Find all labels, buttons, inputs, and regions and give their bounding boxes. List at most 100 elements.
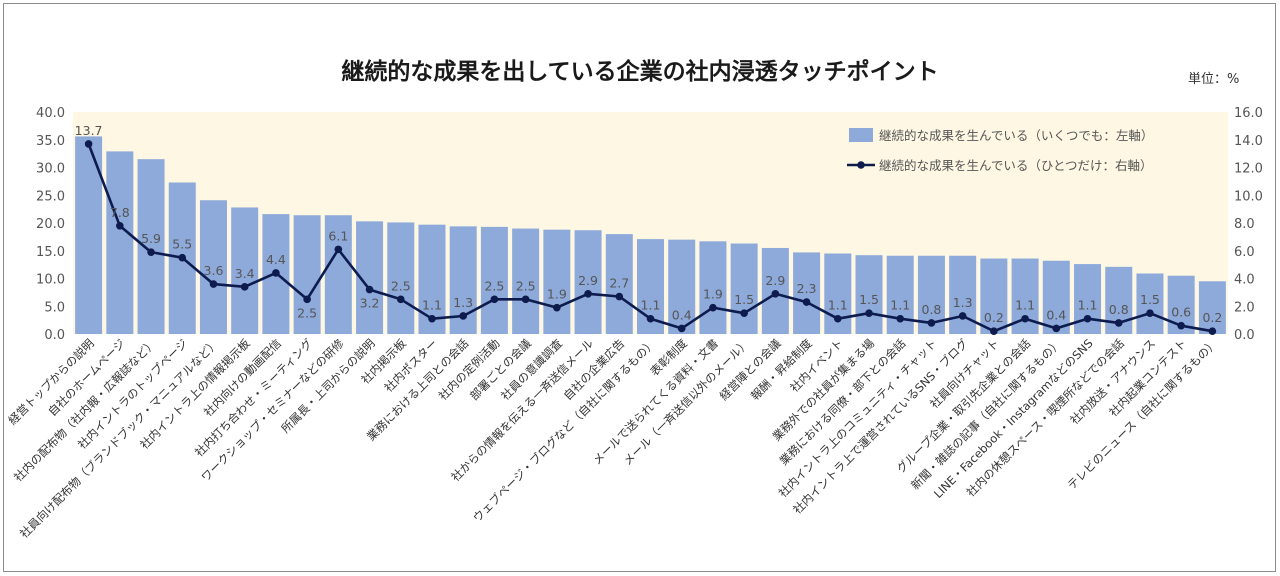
line-data-label: 2.5 [391, 278, 411, 293]
line-data-label: 1.5 [859, 292, 879, 307]
y-axis-right: 0.0 2.0 4.0 6.0 8.0 10.0 12.0 14.0 16.0 [1234, 106, 1263, 343]
line-point [84, 140, 93, 148]
line-point [1083, 314, 1092, 323]
bar [980, 258, 1008, 334]
line-data-label: 7.8 [110, 205, 130, 220]
line-series [84, 140, 1217, 336]
line-data-label: 0.8 [922, 302, 942, 317]
line-data-label: 2.5 [516, 278, 536, 293]
line-data-label: 1.9 [703, 287, 723, 302]
line-point [771, 289, 780, 298]
line-point [646, 314, 655, 323]
line-point [740, 309, 748, 317]
line-point [147, 248, 155, 256]
line-point [178, 253, 187, 262]
unit-label: 単位：% [1188, 72, 1240, 87]
bar [1136, 273, 1164, 334]
y-left-tick-label: 0.0 [44, 328, 65, 343]
y-right-tick-label: 0.0 [1234, 328, 1255, 343]
line-data-label: 1.5 [734, 292, 754, 307]
bar [668, 239, 696, 334]
y-right-tick-label: 12.0 [1234, 162, 1263, 177]
bar [793, 252, 821, 334]
bar [730, 243, 758, 334]
line-data-label: 13.7 [75, 123, 103, 138]
line-data-label: 2.9 [578, 273, 598, 288]
line-data-label: 1.5 [1140, 292, 1160, 307]
bar [137, 159, 165, 334]
line-data-label: 0.8 [1109, 302, 1129, 317]
y-right-tick-label: 2.0 [1234, 300, 1255, 315]
line-point [1114, 319, 1123, 327]
y-left-tick-label: 20.0 [36, 217, 65, 232]
chart-title: 継続的な成果を出している企業の社内浸透タッチポイント [341, 59, 939, 85]
line-point [553, 303, 561, 312]
line-point [833, 314, 842, 323]
line-data-label: 0.2 [984, 310, 1004, 325]
y-left-tick-label: 15.0 [36, 245, 65, 260]
line-data-label: 1.1 [1015, 298, 1035, 313]
line-point [709, 303, 717, 312]
line-point [459, 312, 468, 320]
legend-line-marker [857, 161, 865, 169]
legend-line-label: 継続的な成果を生んでいる（ひとつだけ：右軸） [879, 158, 1153, 173]
bar [106, 151, 134, 334]
line-point [490, 295, 499, 304]
line-point [1021, 314, 1029, 323]
line-data-label: 2.5 [484, 278, 504, 293]
line-point [584, 289, 592, 298]
y-left-tick-label: 40.0 [36, 106, 65, 121]
line-point [802, 298, 811, 306]
y-right-tick-label: 4.0 [1234, 273, 1255, 288]
line-data-label: 3.2 [360, 296, 380, 311]
bar [543, 229, 571, 334]
line-point [990, 327, 998, 336]
line-point [1052, 324, 1061, 333]
line-point [896, 314, 905, 323]
line-point [927, 319, 936, 327]
bar-series [75, 136, 1226, 334]
line-point [1146, 309, 1154, 317]
line-point [865, 309, 873, 317]
line-data-label: 1.1 [641, 298, 661, 313]
line-point [365, 285, 374, 294]
line-data-label: 2.5 [297, 305, 317, 320]
line-point [303, 295, 311, 304]
y-left-tick-label: 10.0 [36, 273, 65, 288]
line-point [958, 312, 967, 320]
legend-bar-label: 継続的な成果を生んでいる（いくつでも：左軸） [879, 128, 1153, 143]
line-point [272, 269, 280, 277]
legend: 継続的な成果を生んでいる（いくつでも：左軸） 継続的な成果を生んでいる（ひとつだけ… [847, 128, 1153, 173]
y-left-tick-label: 30.0 [36, 162, 65, 177]
line-data-label: 5.9 [141, 231, 161, 246]
bar [855, 255, 883, 334]
line-data-label: 0.6 [1171, 305, 1191, 320]
line-data-label: 1.3 [453, 295, 473, 310]
y-right-tick-label: 10.0 [1234, 189, 1263, 204]
bar [1198, 281, 1226, 334]
bar [324, 215, 352, 334]
line-point [1177, 321, 1185, 330]
line-point [209, 280, 218, 288]
y-left-tick-label: 25.0 [36, 189, 65, 204]
y-axis-left: 0.0 5.0 10.0 15.0 20.0 25.0 30.0 35.0 40.0 [36, 106, 65, 343]
line-point [396, 295, 405, 304]
bar [480, 226, 508, 334]
line-data-label: 0.2 [1202, 310, 1222, 325]
bar [199, 200, 227, 334]
bar [387, 222, 415, 334]
y-right-tick-label: 14.0 [1234, 134, 1263, 149]
line-point [240, 283, 249, 291]
bar [231, 207, 259, 334]
line-data-label: 4.4 [266, 252, 286, 267]
line-data-label: 6.1 [328, 228, 348, 243]
y-left-tick-label: 5.0 [44, 300, 65, 315]
line-point [615, 292, 624, 301]
bar [605, 234, 633, 334]
line-point [677, 324, 686, 333]
y-right-tick-label: 6.0 [1234, 245, 1255, 260]
line-data-label: 1.1 [1078, 298, 1098, 313]
bar [699, 241, 727, 334]
bar [574, 230, 602, 334]
line-data-label: 1.1 [422, 298, 442, 313]
